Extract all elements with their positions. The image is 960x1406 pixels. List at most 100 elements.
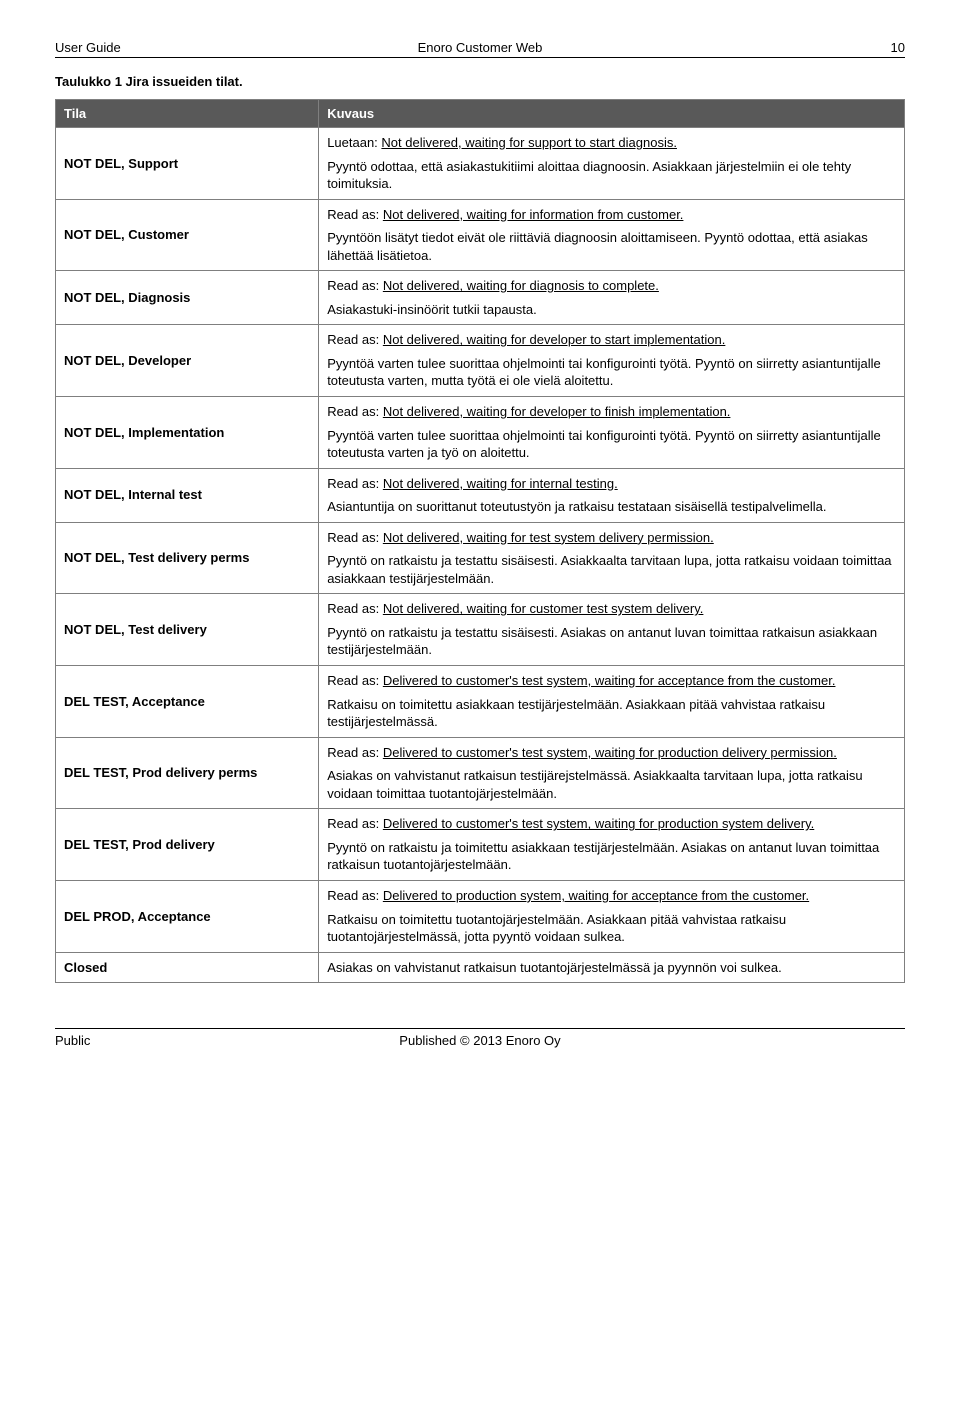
table-row: NOT DEL, Support Luetaan: Not delivered, … [56, 128, 905, 200]
read-text: Delivered to customer's test system, wai… [383, 816, 814, 831]
table-header-row: Tila Kuvaus [56, 100, 905, 128]
th-tila: Tila [56, 100, 319, 128]
table-row: NOT DEL, Diagnosis Read as: Not delivered… [56, 271, 905, 325]
cell-kuvaus: Read as: Not delivered, waiting for cust… [319, 594, 905, 666]
kuvaus-readas: Read as: Delivered to production system,… [327, 887, 896, 905]
kuvaus-body: Pyyntö on ratkaistu ja testattu sisäises… [327, 552, 896, 587]
read-text: Not delivered, waiting for developer to … [383, 332, 726, 347]
table-row: NOT DEL, Developer Read as: Not delivered… [56, 325, 905, 397]
table-row: NOT DEL, Test delivery perms Read as: Not… [56, 522, 905, 594]
cell-kuvaus: Read as: Not delivered, waiting for diag… [319, 271, 905, 325]
kuvaus-body: Ratkaisu on toimitettu asiakkaan testijä… [327, 696, 896, 731]
kuvaus-body: Pyyntöä varten tulee suorittaa ohjelmoin… [327, 427, 896, 462]
read-prefix: Read as: [327, 476, 383, 491]
kuvaus-readas: Read as: Not delivered, waiting for test… [327, 529, 896, 547]
read-text: Delivered to customer's test system, wai… [383, 745, 837, 760]
kuvaus-body: Pyyntö odottaa, että asiakastukitiimi al… [327, 158, 896, 193]
read-prefix: Read as: [327, 207, 383, 222]
read-prefix: Read as: [327, 278, 383, 293]
footer-published-suffix: 2013 Enoro Oy [470, 1033, 561, 1048]
cell-tila: NOT DEL, Developer [56, 325, 319, 397]
page-header: User Guide Enoro Customer Web 10 [55, 40, 905, 58]
kuvaus-readas: Read as: Not delivered, waiting for deve… [327, 331, 896, 349]
th-kuvaus: Kuvaus [319, 100, 905, 128]
cell-tila: NOT DEL, Internal test [56, 468, 319, 522]
read-text: Not delivered, waiting for support to st… [381, 135, 677, 150]
cell-tila: DEL TEST, Prod delivery [56, 809, 319, 881]
kuvaus-body: Pyyntö on ratkaistu ja testattu sisäises… [327, 624, 896, 659]
table-row: DEL TEST, Acceptance Read as: Delivered t… [56, 666, 905, 738]
read-prefix: Read as: [327, 888, 383, 903]
kuvaus-body: Asiakas on vahvistanut ratkaisun tuotant… [327, 959, 896, 977]
document-page: User Guide Enoro Customer Web 10 Taulukk… [0, 0, 960, 1078]
cell-tila: NOT DEL, Implementation [56, 397, 319, 469]
cell-kuvaus: Read as: Delivered to customer's test sy… [319, 809, 905, 881]
cell-tila: DEL PROD, Acceptance [56, 880, 319, 952]
footer-published-prefix: Published [399, 1033, 460, 1048]
kuvaus-readas: Read as: Delivered to customer's test sy… [327, 744, 896, 762]
kuvaus-body: Asiakas on vahvistanut ratkaisun testijä… [327, 767, 896, 802]
read-prefix: Read as: [327, 816, 383, 831]
kuvaus-body: Pyyntö on ratkaistu ja toimitettu asiakk… [327, 839, 896, 874]
cell-kuvaus: Read as: Not delivered, waiting for deve… [319, 325, 905, 397]
read-text: Not delivered, waiting for developer to … [383, 404, 731, 419]
cell-kuvaus: Read as: Not delivered, waiting for deve… [319, 397, 905, 469]
read-text: Delivered to production system, waiting … [383, 888, 809, 903]
kuvaus-readas: Read as: Not delivered, waiting for cust… [327, 600, 896, 618]
table-row: DEL TEST, Prod delivery perms Read as: De… [56, 737, 905, 809]
footer-right [622, 1033, 905, 1048]
cell-kuvaus: Read as: Not delivered, waiting for info… [319, 199, 905, 271]
cell-tila: NOT DEL, Customer [56, 199, 319, 271]
cell-tila: DEL TEST, Acceptance [56, 666, 319, 738]
cell-tila: NOT DEL, Test delivery perms [56, 522, 319, 594]
read-prefix: Read as: [327, 601, 383, 616]
table-caption: Taulukko 1 Jira issueiden tilat. [55, 74, 905, 89]
kuvaus-body: Asiantuntija on suorittanut toteutustyön… [327, 498, 896, 516]
kuvaus-body: Pyyntöä varten tulee suorittaa ohjelmoin… [327, 355, 896, 390]
cell-kuvaus: Asiakas on vahvistanut ratkaisun tuotant… [319, 952, 905, 983]
read-prefix: Read as: [327, 404, 383, 419]
read-prefix: Read as: [327, 673, 383, 688]
table-row: DEL TEST, Prod delivery Read as: Delivere… [56, 809, 905, 881]
cell-kuvaus: Read as: Not delivered, waiting for test… [319, 522, 905, 594]
table-row: NOT DEL, Implementation Read as: Not deli… [56, 397, 905, 469]
cell-tila: NOT DEL, Diagnosis [56, 271, 319, 325]
read-text: Not delivered, waiting for information f… [383, 207, 684, 222]
table-row: NOT DEL, Internal testRead as: Not deliv… [56, 468, 905, 522]
footer-center: Published © 2013 Enoro Oy [338, 1033, 621, 1048]
footer-left: Public [55, 1033, 338, 1048]
kuvaus-readas: Read as: Delivered to customer's test sy… [327, 815, 896, 833]
cell-tila: Closed [56, 952, 319, 983]
footer-copyright-symbol: © [460, 1033, 470, 1048]
cell-kuvaus: Luetaan: Not delivered, waiting for supp… [319, 128, 905, 200]
table-row: DEL PROD, Acceptance Read as: Delivered t… [56, 880, 905, 952]
header-center: Enoro Customer Web [338, 40, 621, 55]
read-text: Not delivered, waiting for customer test… [383, 601, 704, 616]
read-text: Not delivered, waiting for diagnosis to … [383, 278, 659, 293]
read-prefix: Read as: [327, 745, 383, 760]
cell-tila: NOT DEL, Support [56, 128, 319, 200]
cell-kuvaus: Read as: Delivered to customer's test sy… [319, 666, 905, 738]
cell-tila: NOT DEL, Test delivery [56, 594, 319, 666]
kuvaus-body: Pyyntöön lisätyt tiedot eivät ole riittä… [327, 229, 896, 264]
read-text: Delivered to customer's test system, wai… [383, 673, 836, 688]
kuvaus-readas: Read as: Not delivered, waiting for deve… [327, 403, 896, 421]
cell-kuvaus: Read as: Not delivered, waiting for inte… [319, 468, 905, 522]
page-footer: Public Published © 2013 Enoro Oy [55, 1028, 905, 1048]
cell-kuvaus: Read as: Delivered to customer's test sy… [319, 737, 905, 809]
read-text: Not delivered, waiting for internal test… [383, 476, 618, 491]
table-row: NOT DEL, Test delivery Read as: Not deliv… [56, 594, 905, 666]
table-row: NOT DEL, CustomerRead as: Not delivered,… [56, 199, 905, 271]
kuvaus-readas: Read as: Delivered to customer's test sy… [327, 672, 896, 690]
cell-tila: DEL TEST, Prod delivery perms [56, 737, 319, 809]
kuvaus-readas: Read as: Not delivered, waiting for diag… [327, 277, 896, 295]
read-prefix: Read as: [327, 530, 383, 545]
table-row: Closed Asiakas on vahvistanut ratkaisun t… [56, 952, 905, 983]
kuvaus-body: Ratkaisu on toimitettu tuotantojärjestel… [327, 911, 896, 946]
kuvaus-body: Asiakastuki-insinöörit tutkii tapausta. [327, 301, 896, 319]
header-page-number: 10 [622, 40, 905, 55]
header-left: User Guide [55, 40, 338, 55]
kuvaus-readas: Luetaan: Not delivered, waiting for supp… [327, 134, 896, 152]
read-text: Not delivered, waiting for test system d… [383, 530, 714, 545]
cell-kuvaus: Read as: Delivered to production system,… [319, 880, 905, 952]
